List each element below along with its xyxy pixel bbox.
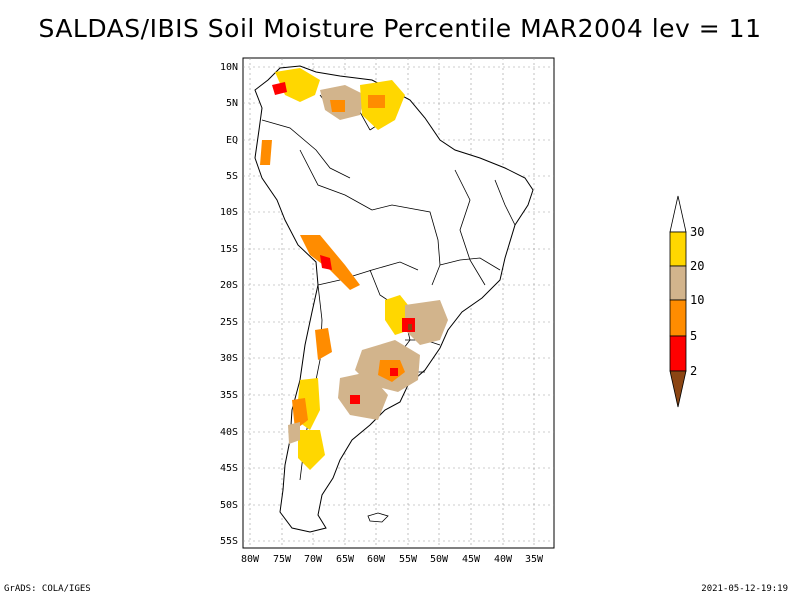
lat-label-15s: 15S xyxy=(220,244,238,255)
lon-label-35w: 35W xyxy=(525,554,544,565)
percentile-shading xyxy=(260,68,448,470)
legend-swatch-above-30 xyxy=(669,195,687,233)
legend-swatch-10-20 xyxy=(669,265,687,301)
lon-label-40w: 40W xyxy=(494,554,513,565)
footer-timestamp: 2021-05-12-19:19 xyxy=(701,584,788,594)
lat-label-20s: 20S xyxy=(220,280,238,291)
lat-label-10s: 10S xyxy=(220,207,238,218)
lon-label-60w: 60W xyxy=(367,554,386,565)
legend-label-20: 20 xyxy=(690,259,704,273)
legend-swatch-20-30 xyxy=(669,231,687,267)
legend-label-2: 2 xyxy=(690,364,697,378)
legend-label-5: 5 xyxy=(690,329,697,343)
lat-label-45s: 45S xyxy=(220,463,238,474)
legend-colorbar: 30 20 10 5 2 xyxy=(669,195,704,408)
lat-label-eq: EQ xyxy=(226,135,238,146)
lat-label-30s: 30S xyxy=(220,353,238,364)
lon-label-80w: 80W xyxy=(241,554,260,565)
legend-swatch-5-10 xyxy=(669,299,687,337)
legend-swatch-2-5 xyxy=(669,335,687,372)
lat-label-55s: 55S xyxy=(220,536,238,547)
page-title: SALDAS/IBIS Soil Moisture Percentile MAR… xyxy=(38,14,762,43)
lat-label-40s: 40S xyxy=(220,427,238,438)
lat-label-5s: 5S xyxy=(226,171,238,182)
lon-label-50w: 50W xyxy=(430,554,449,565)
legend-label-30: 30 xyxy=(690,225,704,239)
lon-label-45w: 45W xyxy=(462,554,481,565)
lat-label-35s: 35S xyxy=(220,390,238,401)
falkland-islands xyxy=(367,512,389,523)
lat-label-25s: 25S xyxy=(220,317,238,328)
longitude-labels: 80W 75W 70W 65W 60W 55W 50W 45W 40W 35W xyxy=(241,554,544,565)
latitude-labels: 10N 5N EQ 5S 10S 15S 20S 25S 30S 35S 40S… xyxy=(220,62,238,547)
lat-label-10n: 10N xyxy=(220,62,238,73)
lat-label-50s: 50S xyxy=(220,500,238,511)
legend-label-10: 10 xyxy=(690,293,704,307)
lat-label-5n: 5N xyxy=(226,98,238,109)
lon-label-75w: 75W xyxy=(273,554,292,565)
lon-label-55w: 55W xyxy=(399,554,418,565)
footer-credit: GrADS: COLA/IGES xyxy=(4,584,91,594)
lon-label-70w: 70W xyxy=(304,554,323,565)
lon-label-65w: 65W xyxy=(336,554,355,565)
legend-swatch-below-2 xyxy=(669,370,687,408)
